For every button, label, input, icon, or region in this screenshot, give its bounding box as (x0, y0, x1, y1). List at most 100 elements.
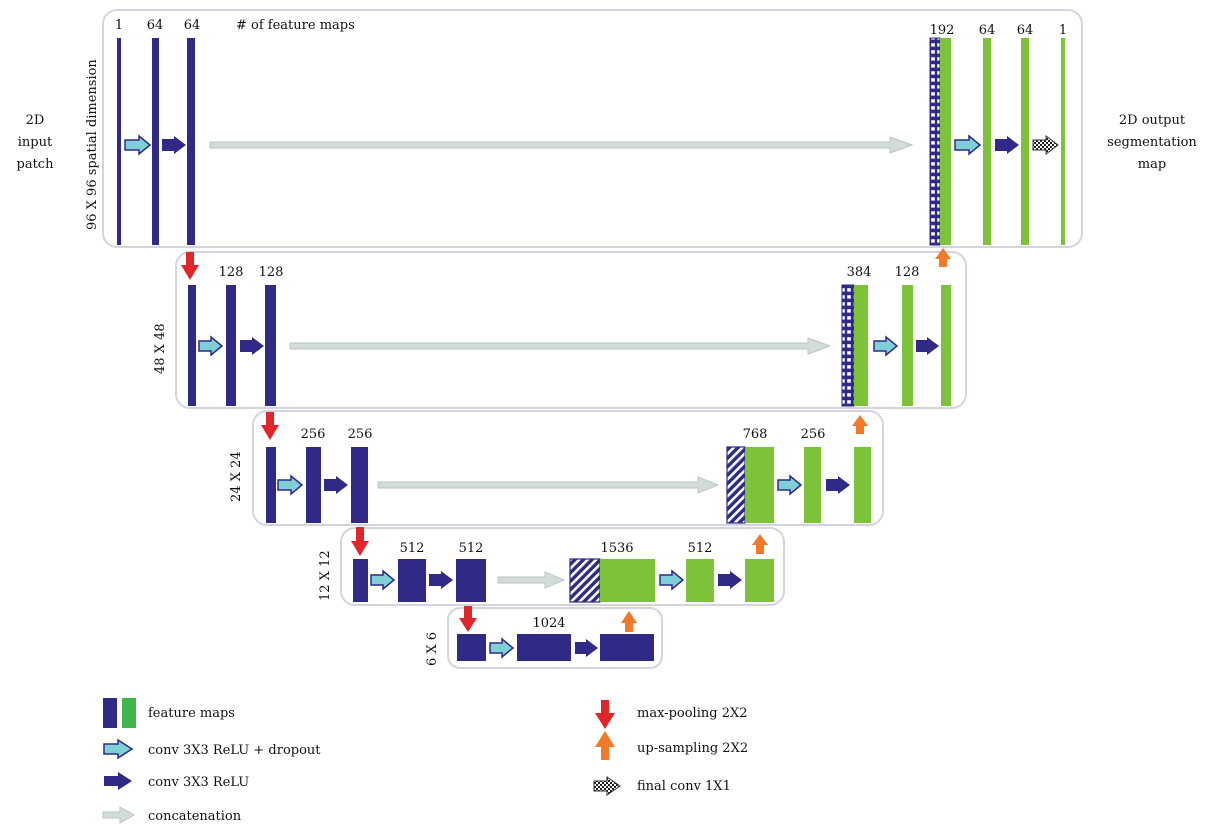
concat-arrow (289, 337, 832, 355)
level-box-3 (252, 410, 884, 526)
input-label-line: input (18, 135, 53, 150)
legend-green-swatch (122, 698, 136, 728)
concat-arrow (209, 136, 914, 154)
feature-map-dec-3-1 (745, 447, 774, 523)
conv-relu-arrow (718, 571, 742, 589)
level-box-4 (340, 527, 785, 606)
conv-dropout-arrow (777, 474, 803, 496)
conv-relu-arrow (916, 337, 939, 355)
legend-up-sampling-icon (595, 731, 615, 760)
legend-concat-icon (102, 806, 136, 824)
feature-map-count: 512 (459, 541, 484, 556)
legend-conv-relu-label: conv 3X3 ReLU (148, 775, 249, 790)
legend: feature maps conv 3X3 ReLU + dropout con… (102, 698, 748, 824)
feature-map-enc-3-2 (306, 447, 321, 523)
feature-map-dec-1-2 (983, 38, 991, 245)
feature-map-count: 128 (259, 265, 284, 280)
level-boxes (102, 9, 1083, 669)
legend-max-pooling-label: max-pooling 2X2 (637, 706, 748, 721)
spatial-dim-label: 96 X 96 spatial dimension (85, 59, 100, 230)
concat-feature-map-1 (929, 37, 941, 246)
feature-map-enc-1-3 (187, 38, 195, 245)
output-label-line: segmentation (1107, 135, 1197, 150)
legend-conv-dropout-icon (103, 738, 134, 760)
feature-map-dec-2-2 (902, 285, 913, 406)
legend-conv-dropout-label: conv 3X3 ReLU + dropout (148, 743, 321, 758)
feature-map-enc-5-3 (600, 634, 654, 661)
feature-map-enc-5-1 (457, 634, 486, 661)
legend-conv-relu-icon (104, 772, 132, 790)
feature-map-dec-1-4 (1061, 38, 1065, 245)
feature-map-count: 1024 (532, 616, 565, 631)
feature-map-count: 1 (1059, 23, 1067, 38)
level-box-5 (447, 607, 663, 669)
feature-map-count: 512 (688, 541, 713, 556)
feature-map-count: 64 (979, 23, 996, 38)
legend-up-sampling-label: up-sampling 2X2 (637, 741, 748, 756)
feature-map-count: 256 (348, 427, 373, 442)
feature-map-enc-2-3 (265, 285, 276, 406)
feature-map-enc-2-2 (226, 285, 236, 406)
spatial-dim-label: 12 X 12 (318, 550, 333, 601)
level-4 (353, 558, 774, 632)
level-1 (117, 37, 1065, 280)
conv-dropout-arrow (954, 134, 982, 156)
legend-feature-maps-label: feature maps (148, 706, 235, 721)
spatial-dim-label: 48 X 48 (153, 323, 168, 374)
feature-map-count: 1 (115, 18, 123, 33)
input-label-line: patch (17, 157, 55, 172)
conv-dropout-arrow (873, 335, 899, 357)
conv-relu-arrow (324, 476, 348, 494)
header-label: # of feature maps (236, 18, 355, 33)
conv-relu-arrow (240, 337, 264, 355)
feature-map-enc-3-1 (266, 447, 276, 523)
feature-map-dec-2-3 (941, 285, 951, 406)
spatial-dim-label: 24 X 24 (229, 451, 244, 502)
feature-map-dec-4-3 (745, 559, 774, 602)
feature-map-enc-3-3 (351, 447, 368, 523)
feature-map-enc-5-2 (517, 634, 571, 661)
feature-map-count: 128 (895, 265, 920, 280)
conv-dropout-arrow (277, 474, 304, 496)
legend-final-conv-label: final conv 1X1 (637, 779, 731, 794)
conv-dropout-arrow (659, 569, 685, 591)
feature-map-count: 256 (301, 427, 326, 442)
conv-relu-arrow (429, 571, 453, 589)
concat-feature-map-2 (841, 284, 855, 407)
max-pooling-arrow (181, 252, 199, 280)
feature-map-dec-1-3 (1021, 38, 1029, 245)
concat-feature-map-3 (726, 446, 746, 524)
concat-feature-map-4 (569, 558, 601, 603)
output-label-line: map (1138, 157, 1166, 172)
feature-map-count: 768 (743, 427, 768, 442)
concat-arrow (497, 571, 566, 589)
feature-map-enc-1-2 (152, 38, 159, 245)
feature-map-dec-3-2 (804, 447, 821, 523)
labels: 1 64 64 # of feature maps 192 64 64 1 12… (17, 18, 1198, 666)
conv-relu-arrow (162, 136, 186, 154)
feature-map-dec-4-2 (686, 559, 714, 602)
input-label-line: 2D (26, 113, 45, 128)
level-5 (457, 634, 654, 661)
feature-map-enc-2-1 (188, 285, 196, 406)
feature-map-count: 64 (184, 18, 201, 33)
feature-map-count: 512 (400, 541, 425, 556)
feature-map-count: 64 (1017, 23, 1034, 38)
feature-map-dec-4-1 (600, 559, 655, 602)
max-pooling-arrow (459, 606, 477, 632)
feature-map-count: 128 (219, 265, 244, 280)
max-pooling-arrow (351, 527, 369, 556)
conv-dropout-arrow (489, 637, 515, 659)
legend-final-conv-icon (593, 776, 621, 796)
feature-map-count: 256 (801, 427, 826, 442)
level-box-2 (175, 251, 967, 409)
feature-map-count: 64 (147, 18, 164, 33)
up-sampling-arrow (752, 534, 768, 554)
feature-map-count: 192 (930, 23, 955, 38)
level-box-1 (102, 9, 1083, 248)
feature-map-count: 1536 (600, 541, 633, 556)
legend-concatenation-label: concatenation (148, 809, 242, 824)
max-pooling-arrow (261, 412, 279, 440)
spatial-dim-label: 6 X 6 (425, 632, 440, 666)
conv-dropout-arrow (124, 134, 152, 156)
